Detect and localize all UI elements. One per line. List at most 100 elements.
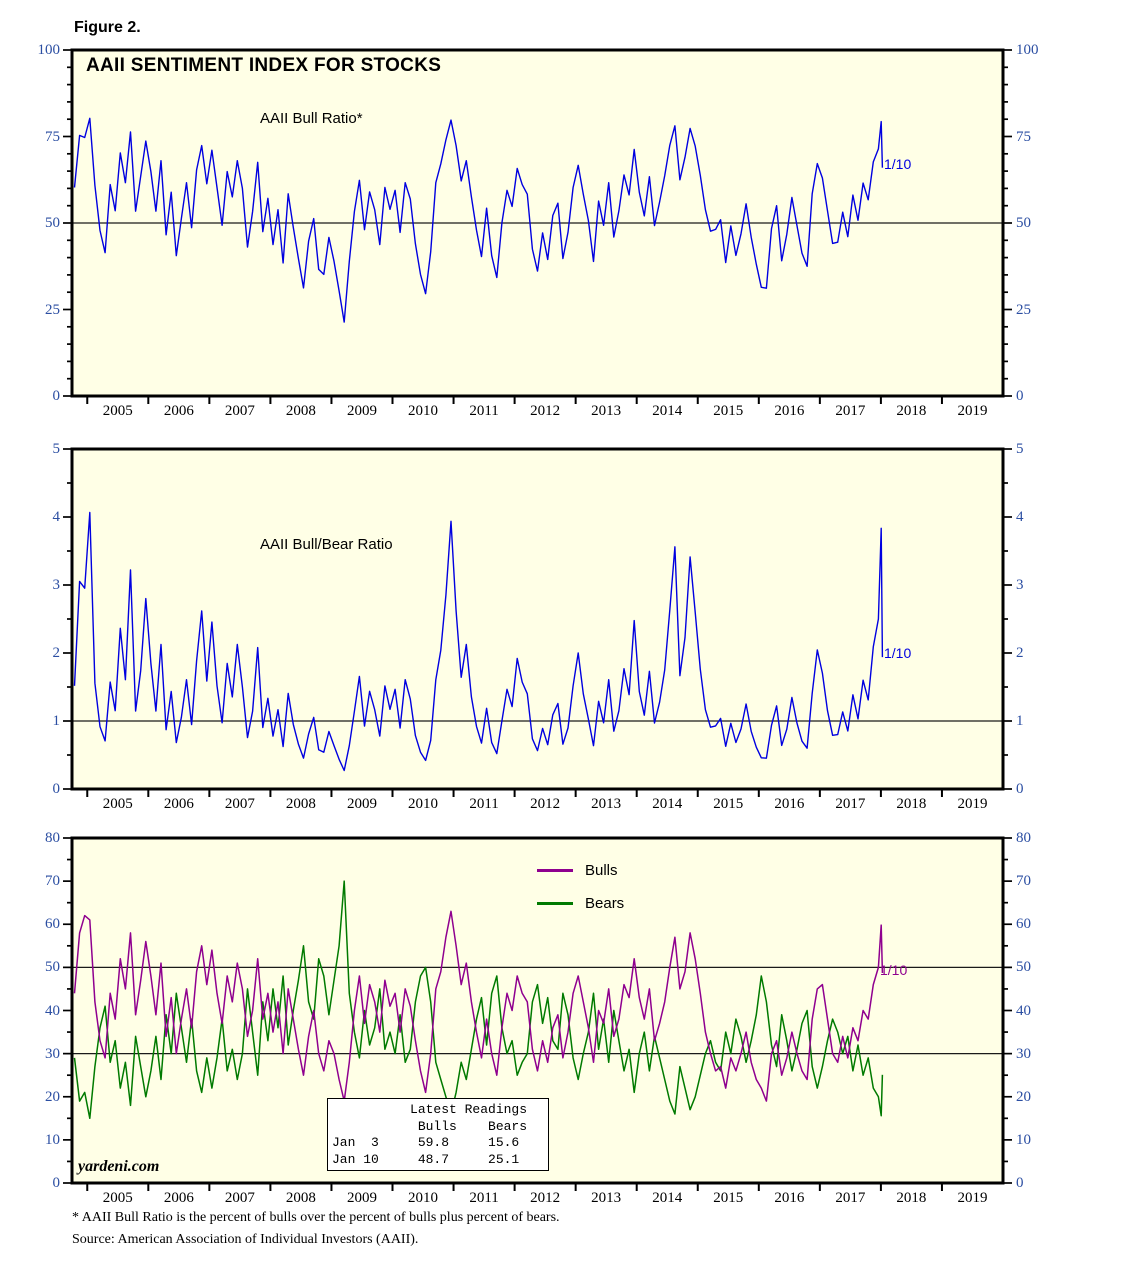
y-tick-label: 3 xyxy=(1016,577,1024,593)
y-tick-label: 2 xyxy=(52,645,61,661)
x-year-label: 2009 xyxy=(346,403,377,419)
y-tick-label: 0 xyxy=(52,1175,61,1191)
figure-label: Figure 2. xyxy=(74,19,141,36)
x-year-label: 2017 xyxy=(835,1190,866,1206)
x-year-label: 2019 xyxy=(957,796,988,812)
x-year-label: 2005 xyxy=(102,796,133,812)
panel2-series-line xyxy=(73,511,884,772)
panel3-border xyxy=(70,836,1005,1185)
x-year-label: 2010 xyxy=(408,403,439,419)
x-year-label: 2013 xyxy=(591,403,622,419)
x-year-label: 2010 xyxy=(408,1190,439,1206)
y-tick-label: 40 xyxy=(1016,1002,1031,1019)
y-tick-label: 70 xyxy=(45,873,60,890)
footnote-source: Source: American Association of Individu… xyxy=(72,1232,419,1247)
x-year-label: 2012 xyxy=(530,1190,561,1206)
y-tick-label: 100 xyxy=(37,42,61,58)
footnote-bull-ratio: * AAII Bull Ratio is the percent of bull… xyxy=(72,1210,560,1225)
x-year-label: 2008 xyxy=(285,796,316,812)
y-tick-label: 4 xyxy=(1016,509,1024,525)
bears-series-line xyxy=(73,880,884,1120)
legend-label-bulls: Bulls xyxy=(585,862,618,879)
legend-label-bears: Bears xyxy=(585,895,625,912)
x-year-label: 2019 xyxy=(957,1190,988,1206)
x-year-label: 2011 xyxy=(469,403,499,419)
x-year-label: 2017 xyxy=(835,403,866,419)
y-tick-label: 50 xyxy=(1016,959,1031,976)
x-year-label: 2005 xyxy=(102,1190,133,1206)
y-tick-label: 0 xyxy=(1016,781,1024,797)
x-year-label: 2005 xyxy=(102,403,133,419)
x-year-label: 2016 xyxy=(774,796,805,812)
readings-header: Bulls Bears xyxy=(332,1118,528,1134)
x-year-label: 2009 xyxy=(346,1190,377,1206)
y-tick-label: 5 xyxy=(52,441,61,457)
y-tick-label: 20 xyxy=(1016,1088,1031,1105)
y-tick-label: 70 xyxy=(1016,873,1031,890)
y-tick-label: 40 xyxy=(45,1002,60,1019)
y-tick-label: 3 xyxy=(52,577,61,593)
readings-title: Latest Readings xyxy=(332,1102,528,1117)
y-tick-label: 50 xyxy=(45,215,60,231)
x-year-label: 2015 xyxy=(713,1190,744,1206)
y-tick-label: 30 xyxy=(45,1045,60,1062)
y-tick-label: 1 xyxy=(52,713,61,729)
x-year-label: 2007 xyxy=(224,796,255,812)
legend: Bulls Bears xyxy=(537,854,624,920)
x-year-label: 2006 xyxy=(163,1190,194,1206)
x-year-label: 2007 xyxy=(224,1190,255,1206)
bulls-series-line xyxy=(73,910,884,1102)
readings-row-jan10: Jan 10 48.7 25.1 xyxy=(332,1151,520,1167)
x-year-label: 2019 xyxy=(957,403,988,419)
x-year-label: 2006 xyxy=(163,796,194,812)
x-year-label: 2013 xyxy=(591,1190,622,1206)
y-tick-label: 50 xyxy=(45,959,60,976)
readings-row-jan3: Jan 3 59.8 15.6 xyxy=(332,1135,520,1150)
y-tick-label: 1 xyxy=(1016,713,1024,729)
latest-readings-box: Latest Readings Bulls Bears Jan 3 59.8 1… xyxy=(327,1098,549,1171)
y-tick-label: 60 xyxy=(1016,916,1031,933)
y-tick-label: 25 xyxy=(1016,301,1031,318)
y-tick-label: 80 xyxy=(1016,830,1031,846)
x-year-label: 2016 xyxy=(774,1190,805,1206)
panel3-latest-annotation: 1/10 xyxy=(880,962,908,978)
x-year-label: 2010 xyxy=(408,796,439,812)
y-tick-label: 5 xyxy=(1016,441,1024,457)
x-year-label: 2014 xyxy=(652,403,683,419)
panel1-series-line xyxy=(73,117,884,323)
bears-line-swatch xyxy=(537,902,573,905)
x-year-label: 2007 xyxy=(224,403,255,419)
panel2-border xyxy=(70,447,1005,791)
y-tick-label: 75 xyxy=(1016,128,1031,145)
x-year-label: 2013 xyxy=(591,796,622,812)
x-year-label: 2011 xyxy=(469,1190,499,1206)
x-year-label: 2016 xyxy=(774,403,805,419)
y-tick-label: 20 xyxy=(45,1088,60,1105)
x-year-label: 2015 xyxy=(713,403,744,419)
x-year-label: 2014 xyxy=(652,796,683,812)
x-year-label: 2014 xyxy=(652,1190,683,1206)
panel1-border xyxy=(70,48,1005,398)
x-year-label: 2012 xyxy=(530,796,561,812)
x-year-label: 2008 xyxy=(285,1190,316,1206)
x-year-label: 2017 xyxy=(835,796,866,812)
x-year-label: 2018 xyxy=(896,403,927,419)
x-year-label: 2018 xyxy=(896,1190,927,1206)
x-year-label: 2011 xyxy=(469,796,499,812)
panel1-latest-annotation: 1/10 xyxy=(884,156,912,172)
y-tick-label: 0 xyxy=(1016,1175,1024,1191)
y-tick-label: 75 xyxy=(45,128,60,145)
y-tick-label: 0 xyxy=(52,781,61,797)
legend-row-bears: Bears xyxy=(537,887,624,920)
x-year-label: 2006 xyxy=(163,403,194,419)
y-tick-label: 50 xyxy=(1016,215,1031,231)
chart-title: AAII SENTIMENT INDEX FOR STOCKS xyxy=(86,55,442,76)
y-tick-label: 10 xyxy=(1016,1131,1031,1148)
x-year-label: 2009 xyxy=(346,796,377,812)
legend-row-bulls: Bulls xyxy=(537,854,624,887)
watermark: yardeni.com xyxy=(78,1158,160,1175)
x-year-label: 2012 xyxy=(530,403,561,419)
panel2-latest-annotation: 1/10 xyxy=(884,645,912,661)
y-tick-label: 80 xyxy=(45,830,60,846)
